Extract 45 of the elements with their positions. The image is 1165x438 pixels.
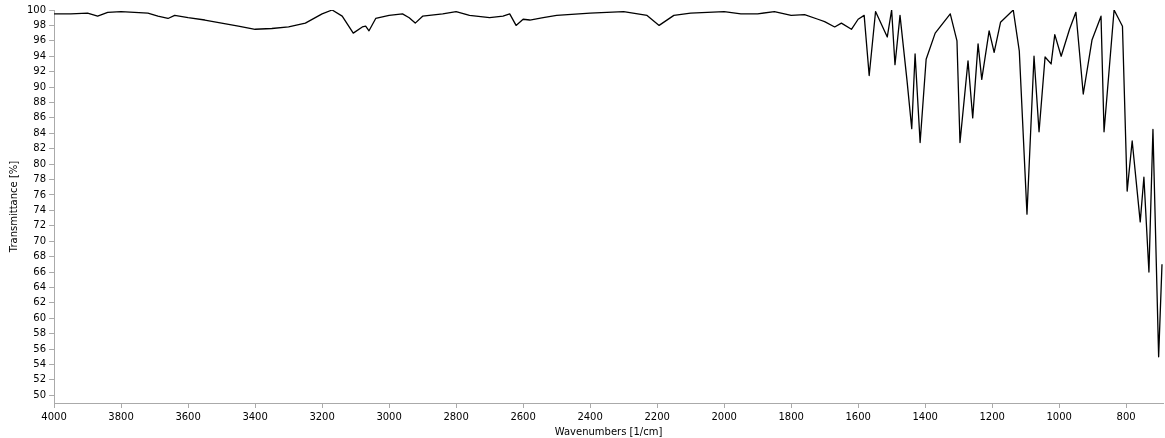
y-tick-label: 76 [33, 188, 47, 200]
x-tick-label: 3600 [175, 410, 201, 422]
x-tick-label: 2200 [644, 410, 670, 422]
x-tick-label: 2600 [510, 410, 536, 422]
y-tick-label: 90 [33, 80, 47, 92]
x-tick-label: 1000 [1046, 410, 1072, 422]
y-tick-label: 100 [26, 3, 47, 15]
x-axis-title: Wavenumbers [1/cm] [554, 425, 663, 437]
y-tick-label: 60 [33, 311, 47, 323]
y-tick-label: 82 [33, 142, 47, 154]
x-tick-label: 3400 [242, 410, 268, 422]
x-tick-label: 1800 [778, 410, 804, 422]
y-tick-label: 92 [33, 65, 47, 77]
y-tick-label: 68 [33, 250, 47, 262]
x-tick-label: 2000 [711, 410, 737, 422]
y-tick-label: 72 [33, 219, 47, 231]
y-tick-label: 58 [33, 327, 47, 339]
y-tick-label: 50 [33, 388, 47, 400]
y-tick-label: 66 [33, 265, 47, 277]
x-tick-label: 2800 [443, 410, 469, 422]
x-tick-label: 1600 [845, 410, 871, 422]
y-tick-label: 84 [33, 126, 47, 138]
y-tick-label: 64 [33, 281, 47, 293]
y-axis-title: Transmittance [%] [7, 160, 19, 254]
y-tick-label: 86 [33, 111, 47, 123]
x-tick-label: 1200 [979, 410, 1005, 422]
x-tick-label: 3200 [309, 410, 335, 422]
y-tick-label: 78 [33, 173, 47, 185]
y-tick-label: 56 [33, 342, 47, 354]
y-tick-label: 54 [33, 358, 47, 370]
y-tick-label: 70 [33, 234, 47, 246]
x-tick-label: 3000 [376, 410, 402, 422]
x-tick-label: 3800 [108, 410, 134, 422]
y-tick-label: 88 [33, 96, 47, 108]
x-tick-label: 800 [1116, 410, 1136, 422]
y-tick-label: 94 [33, 49, 47, 61]
y-tick-label: 52 [33, 373, 47, 385]
y-tick-label: 74 [33, 203, 47, 215]
y-tick-label: 96 [33, 34, 47, 46]
x-tick-label: 4000 [41, 410, 67, 422]
y-tick-label: 80 [33, 157, 47, 169]
y-tick-label: 62 [33, 296, 47, 308]
x-tick-label: 1400 [912, 410, 938, 422]
y-tick-label: 98 [33, 19, 47, 31]
x-tick-label: 2400 [577, 410, 603, 422]
